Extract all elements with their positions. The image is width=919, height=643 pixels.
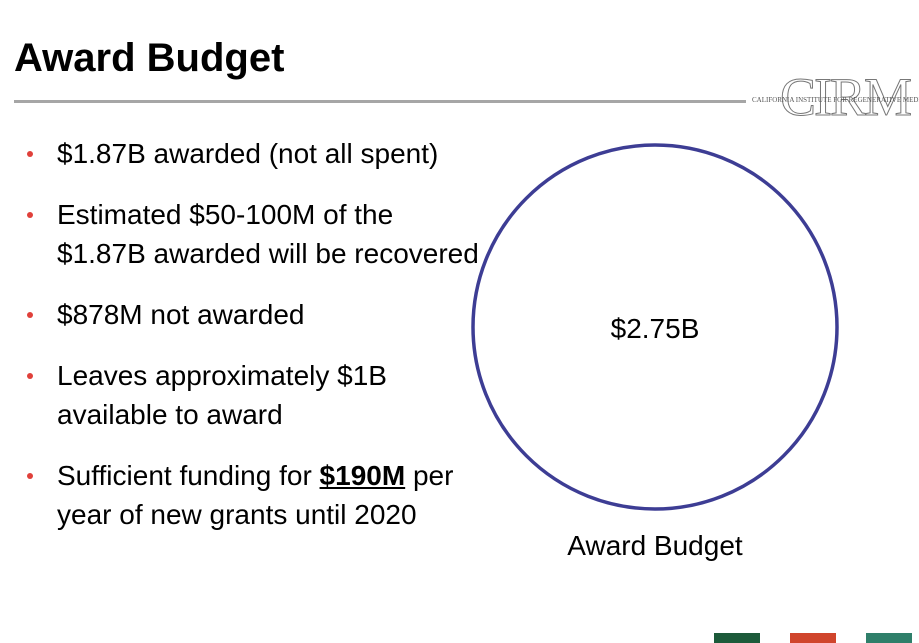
bullet-list: $1.87B awarded (not all spent) Estimated… [20, 134, 480, 556]
bullet-text: per year of new grants until 2020 [57, 460, 454, 530]
circle-caption: Award Budget [567, 530, 743, 561]
thumbnail [866, 633, 912, 643]
bullet-emphasis: $190M [319, 460, 406, 491]
thumbnail [714, 633, 760, 643]
slide-title: Award Budget [14, 36, 285, 80]
bullet: $1.87B awarded (not all spent) [20, 134, 480, 173]
bullet: Leaves approximately $1B available to aw… [20, 356, 480, 434]
bullet: Estimated $50-100M of the $1.87B awarded… [20, 195, 480, 273]
circle-value: $2.75B [611, 313, 700, 344]
thumbnail [790, 633, 836, 643]
budget-circle [471, 143, 839, 511]
bullet: $878M not awarded [20, 295, 480, 334]
logo-mark: CIRM [779, 67, 912, 128]
bullet: Sufficient funding for $190M per year of… [20, 456, 480, 534]
title-rule [14, 100, 746, 103]
logo-text: CALIFORNIA INSTITUTE FOR REGENERATIVE ME… [752, 96, 919, 104]
bullet-text: Sufficient funding for [57, 460, 312, 491]
